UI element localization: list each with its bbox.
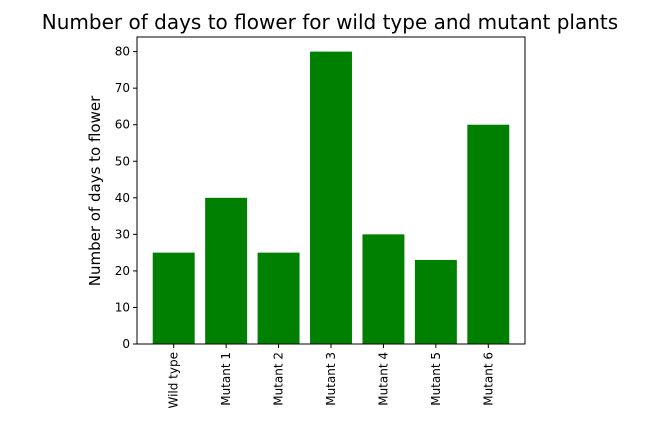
y-tick-label: 0 <box>122 337 130 351</box>
bar-wild-type <box>152 252 195 344</box>
bar-mutant-4 <box>362 234 405 344</box>
x-tick-label: Mutant 4 <box>376 352 390 406</box>
bar-mutant-6 <box>467 124 510 345</box>
y-tick-label: 10 <box>115 300 130 314</box>
y-axis-title: Number of days to flower <box>86 95 104 286</box>
y-tick-label: 80 <box>115 45 130 59</box>
y-tick-label: 60 <box>115 118 130 132</box>
y-tick-label: 30 <box>115 227 130 241</box>
x-tick-label: Mutant 3 <box>324 352 338 406</box>
ticks-layer: 0 10 20 30 40 50 60 70 80 Wild type Mutant 1 Mutant… <box>115 45 496 409</box>
y-tick-label: 20 <box>115 264 130 278</box>
x-tick-label: Wild type <box>167 352 181 409</box>
bars-layer <box>152 51 510 345</box>
x-tick-label: Mutant 5 <box>429 352 443 406</box>
x-tick-label: Mutant 1 <box>219 352 233 406</box>
x-tick-label: Mutant 6 <box>481 352 495 406</box>
bar-mutant-2 <box>257 252 300 344</box>
bar-mutant-1 <box>205 197 248 344</box>
x-tick-label: Mutant 2 <box>272 352 286 406</box>
y-tick-label: 70 <box>115 81 130 95</box>
bar-mutant-3 <box>310 51 352 345</box>
chart-title: Number of days to flower for wild type a… <box>42 10 618 34</box>
y-tick-label: 50 <box>115 154 130 168</box>
y-tick-label: 40 <box>115 191 130 205</box>
bar-mutant-5 <box>414 259 457 344</box>
